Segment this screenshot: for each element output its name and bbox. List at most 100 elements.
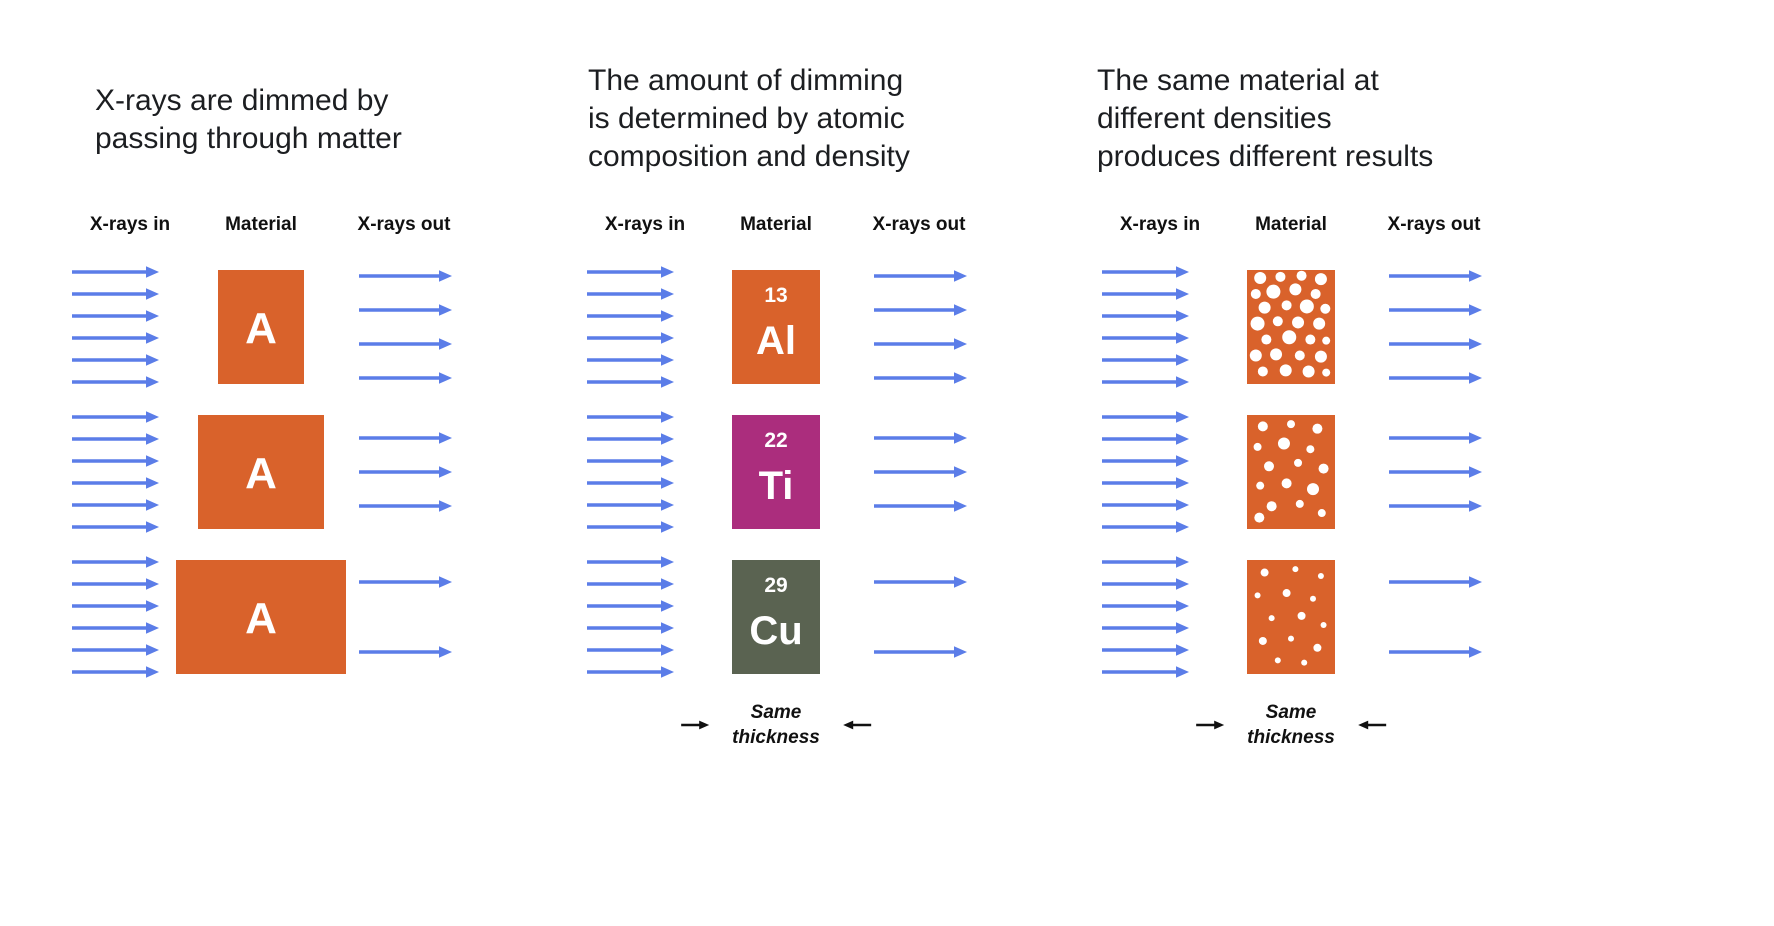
xray-arrow-out [359,466,452,478]
pore-dot [1294,350,1305,361]
xray-arrow-in [587,332,674,344]
material-label: A [245,594,277,643]
pore-dot [1322,368,1331,377]
pore-dot [1281,300,1292,311]
xray-arrow-out [359,304,452,316]
pore-dot [1266,501,1277,512]
pore-dot [1295,499,1304,508]
xray-arrow-in [1102,433,1189,445]
material-block-al: 13 Al [732,270,820,384]
xray-arrow-in [587,455,674,467]
material-block-porous-medium [1247,415,1335,529]
panel-attenuation-by-density: The same material at different densities… [1030,0,1545,926]
xray-arrow-in [1102,556,1189,568]
xray-arrow-out [1389,432,1482,444]
pore-dot [1257,421,1268,432]
pore-dot [1277,437,1290,450]
pore-dot [1256,481,1265,490]
xray-arrow-out [1389,270,1482,282]
xray-arrow-out [874,338,967,350]
atomic-number: 22 [764,429,787,452]
xray-arrow-in [72,521,159,533]
pore-dot [1266,284,1281,299]
arrow-left-icon [842,720,871,730]
pore-dot [1307,483,1319,496]
xray-arrow-out [1389,338,1482,350]
xray-arrow-out [874,500,967,512]
pore-dot [1249,349,1262,362]
xray-arrow-out [1389,646,1482,658]
material-block-ti: 22 Ti [732,415,820,529]
xray-arrow-in [72,644,159,656]
xray-arrow-in [587,310,674,322]
xray-arrow-in [1102,376,1189,388]
xray-arrow-in [587,666,674,678]
material-label: A [245,449,277,498]
pore-dot [1288,635,1294,642]
column-header-material: Material [740,214,812,235]
xray-arrow-in [72,411,159,423]
column-header-xrays-in: X-rays in [1119,214,1201,235]
xray-arrow-in [72,499,159,511]
pore-dot [1292,566,1299,573]
xray-arrow-in [72,332,159,344]
xray-arrow-in [1102,332,1189,344]
xray-arrow-in [587,578,674,590]
column-header-xrays-out: X-rays out [357,214,451,235]
xray-arrow-in [1102,411,1189,423]
pore-dot [1258,301,1271,314]
xray-arrow-in [587,644,674,656]
xray-arrow-in [587,354,674,366]
pore-dot [1322,336,1331,345]
xray-arrow-in [72,354,159,366]
xray-arrow-in [1102,266,1189,278]
xray-arrow-in [587,376,674,388]
xray-arrow-out [874,304,967,316]
panel-title: The amount of dimming is determined by a… [588,64,910,173]
xray-arrow-out [1389,304,1482,316]
xray-arrow-out [874,270,967,282]
material-block-a: A [176,560,346,674]
pore-dot [1257,366,1268,377]
material-block-porous-high [1247,270,1335,384]
column-header-material: Material [225,214,297,235]
xray-arrow-in [72,455,159,467]
panel-title: The same material at different densities… [1097,64,1434,173]
pore-dot [1317,509,1326,518]
xray-arrow-in [72,477,159,489]
xray-arrow-in [1102,521,1189,533]
pore-dot [1268,615,1275,622]
material-block-a: A [218,270,304,384]
xray-arrow-in [72,376,159,388]
same-thickness-label: Same thickness [1247,702,1335,748]
pore-dot [1274,657,1281,664]
atomic-number: 13 [764,284,787,307]
xray-arrow-in [1102,310,1189,322]
xray-arrow-in [587,521,674,533]
xray-arrow-in [1102,578,1189,590]
pore-dot [1310,288,1321,299]
pore-dot [1301,659,1308,666]
xray-arrow-in [72,310,159,322]
xray-arrow-in [1102,644,1189,656]
pore-dot [1254,271,1267,284]
pore-dot [1254,512,1265,523]
xray-arrow-out [359,270,452,282]
xray-arrow-in [587,556,674,568]
element-symbol: Cu [749,609,802,653]
xray-arrow-in [1102,499,1189,511]
xray-arrow-in [72,288,159,300]
same-thickness-label: Same thickness [732,702,820,748]
pore-dot [1254,592,1261,599]
pore-dot [1314,350,1327,363]
pore-dot [1312,423,1323,434]
pore-dot [1297,611,1306,620]
pore-dot [1317,572,1324,579]
xray-arrow-out [874,466,967,478]
xray-arrow-in [1102,666,1189,678]
xray-arrow-in [587,411,674,423]
pore-dot [1260,568,1269,577]
material-block-porous-low [1247,560,1335,674]
arrow-right-icon [681,720,710,730]
xray-arrow-in [1102,622,1189,634]
